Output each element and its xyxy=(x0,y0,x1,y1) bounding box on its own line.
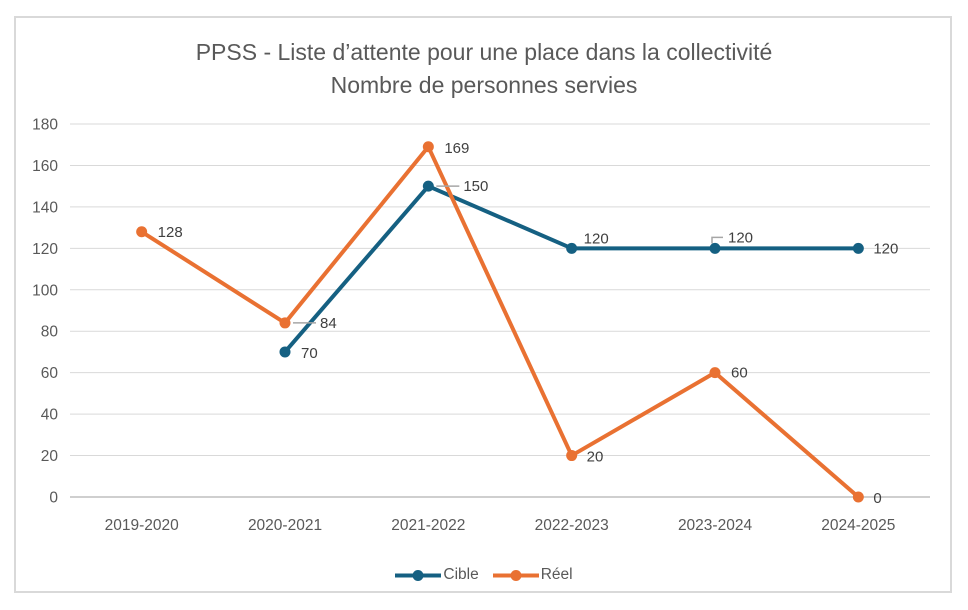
data-point-réel xyxy=(709,367,721,379)
data-label: 120 xyxy=(728,229,753,246)
data-label: 70 xyxy=(301,345,318,362)
x-axis-label: 2023-2024 xyxy=(678,517,753,534)
data-label: 150 xyxy=(463,178,488,195)
x-axis-label: 2020-2021 xyxy=(248,517,322,534)
series-line-réel xyxy=(139,144,861,499)
legend-label: Réel xyxy=(540,566,573,583)
y-tick-label: 160 xyxy=(32,158,58,175)
y-tick-label: 100 xyxy=(32,282,58,299)
legend-marker-icon xyxy=(492,569,539,581)
data-point-cible xyxy=(709,242,721,254)
x-axis-label: 2024-2025 xyxy=(821,517,895,534)
data-point-réel xyxy=(566,450,578,462)
data-label: 60 xyxy=(731,365,748,382)
data-point-réel xyxy=(279,317,291,329)
legend-label: Cible xyxy=(443,566,479,583)
legend-item-cible: Cible xyxy=(395,566,479,584)
legend: Cible Réel xyxy=(0,566,968,584)
y-tick-label: 0 xyxy=(49,490,58,507)
label-leader-line xyxy=(711,236,723,244)
data-label: 120 xyxy=(873,240,898,257)
x-axis-label: 2022-2023 xyxy=(535,517,609,534)
y-tick-label: 140 xyxy=(32,199,58,216)
y-tick-label: 180 xyxy=(32,117,58,134)
data-point-cible xyxy=(422,180,434,192)
data-point-réel xyxy=(136,226,148,238)
x-axis-label: 2021-2022 xyxy=(391,517,465,534)
data-label: 169 xyxy=(444,140,469,157)
data-point-réel xyxy=(852,491,864,503)
legend-item-réel: Réel xyxy=(492,566,573,584)
data-label: 20 xyxy=(587,449,604,466)
legend-marker-icon xyxy=(395,569,442,581)
chart-title-line1: PPSS - Liste d’attente pour une place da… xyxy=(195,39,773,65)
y-tick-label: 40 xyxy=(41,407,59,424)
y-tick-label: 120 xyxy=(32,241,58,258)
data-point-cible xyxy=(852,242,864,254)
series-line-cible xyxy=(283,184,861,354)
y-tick-label: 60 xyxy=(41,365,59,382)
data-point-réel xyxy=(422,141,434,153)
data-point-cible xyxy=(566,242,578,254)
data-point-cible xyxy=(279,346,291,358)
y-tick-label: 20 xyxy=(41,448,59,465)
data-label: 120 xyxy=(584,230,609,247)
x-axis-label: 2019-2020 xyxy=(105,517,180,534)
chart-title: PPSS - Liste d’attente pour une place da… xyxy=(0,36,968,102)
y-tick-label: 80 xyxy=(41,324,59,341)
data-label: 0 xyxy=(873,490,881,507)
data-label: 128 xyxy=(158,224,183,241)
data-label: 84 xyxy=(320,315,337,332)
chart-title-line2: Nombre de personnes servies xyxy=(330,72,638,98)
